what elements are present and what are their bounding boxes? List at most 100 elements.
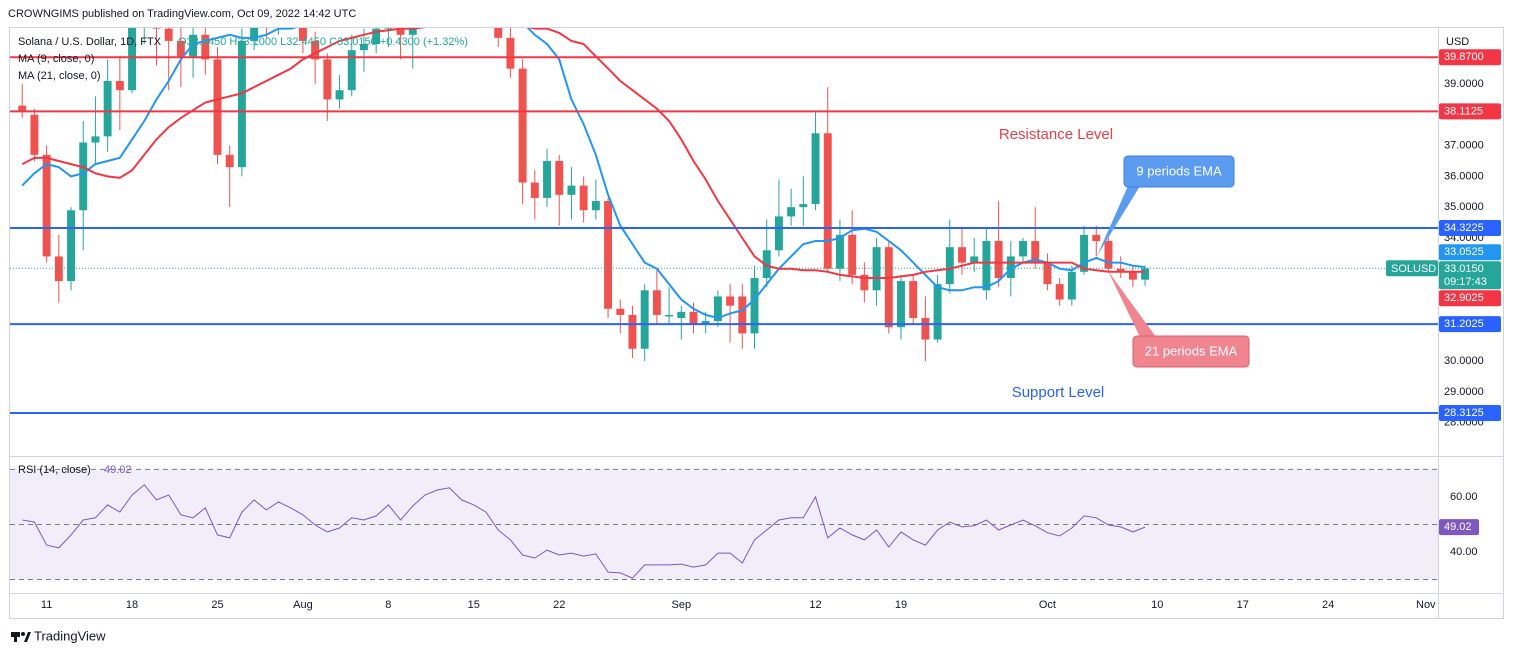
candle-body	[384, 28, 393, 29]
symbol-bg	[1386, 260, 1438, 277]
ma-value-label: 32.9025	[1444, 292, 1484, 304]
symbol-label: SOLUSD	[1391, 263, 1436, 275]
last-price-label: 33.0150	[1444, 263, 1484, 275]
candle-body	[591, 201, 600, 211]
candle-body	[823, 133, 832, 269]
axis-label: USD	[1446, 36, 1469, 48]
level-label-bg	[1439, 220, 1501, 237]
price-pane	[10, 28, 1438, 415]
x-tick-label: 10	[1151, 599, 1163, 611]
candle-body	[945, 247, 954, 285]
candle-body	[30, 114, 39, 155]
candle-body	[640, 290, 649, 349]
candle-body	[103, 80, 112, 137]
candle-body	[152, 28, 161, 29]
candle-body	[909, 281, 918, 319]
rsi-value-bg	[1439, 519, 1479, 536]
x-tick-label: 19	[895, 599, 907, 611]
x-tick-label: 17	[1237, 599, 1249, 611]
candle-body	[811, 133, 820, 205]
callout-box	[1132, 335, 1250, 368]
rsi-line	[22, 484, 1146, 579]
y-tick-label: 40.00	[1450, 546, 1478, 558]
candle-body	[164, 28, 173, 41]
y-tick-label: 36.0000	[1444, 170, 1484, 182]
candle-body	[726, 296, 735, 306]
candle-body	[1031, 241, 1040, 263]
candle-body	[970, 256, 979, 263]
candle-body	[897, 281, 905, 328]
candle-body	[860, 274, 869, 291]
x-tick-label: Aug	[293, 599, 313, 611]
callout-arrow	[1108, 271, 1156, 337]
candle-body	[323, 59, 332, 100]
logo-mark	[21, 632, 25, 636]
candle-body	[677, 311, 686, 319]
candle-body	[1067, 271, 1076, 300]
logo	[11, 632, 31, 642]
ma-value-label-bg	[1439, 244, 1501, 261]
level-label: 34.3225	[1444, 222, 1484, 234]
candle-body	[225, 154, 234, 168]
x-tick-label: 24	[1322, 599, 1334, 611]
candle-body	[689, 311, 698, 325]
candle-body	[506, 37, 515, 69]
candle-body	[701, 321, 710, 325]
candle-body	[347, 50, 356, 91]
logo-mark	[24, 632, 31, 642]
candle-body	[1141, 268, 1150, 280]
candle-body	[1043, 262, 1052, 285]
y-tick-label: 35.0000	[1444, 201, 1484, 213]
callout-text: 21 periods EMA	[1145, 343, 1238, 358]
candle-body	[42, 154, 51, 257]
candle-body	[787, 207, 796, 217]
candle-body	[1116, 268, 1125, 272]
candle-body	[579, 185, 588, 211]
level-label: 28.3125	[1444, 407, 1484, 419]
y-tick-label: 29.0000	[1444, 386, 1484, 398]
rsi-legend: RSI (14, close)	[18, 464, 91, 476]
candle-body	[115, 80, 124, 91]
candle-body	[298, 28, 307, 41]
candle-body	[835, 234, 844, 269]
candle-body	[213, 59, 222, 155]
candle-body	[799, 204, 808, 208]
level-label: 31.2025	[1444, 318, 1484, 330]
level-label-bg	[1439, 103, 1501, 120]
candle-body	[652, 290, 661, 315]
y-tick-label: 39.0000	[1444, 78, 1484, 90]
candle-body	[872, 247, 881, 291]
callout-arrow	[1097, 186, 1140, 256]
level-label: 39.8700	[1444, 51, 1484, 63]
candle-body	[1092, 234, 1101, 242]
candle-body	[530, 182, 539, 198]
candle-body	[1128, 271, 1137, 280]
candle-body	[543, 160, 551, 198]
candle-body	[518, 68, 527, 183]
candle-body	[665, 314, 674, 317]
candle-body	[408, 28, 417, 35]
candle-body	[176, 40, 185, 57]
candle-body	[201, 34, 210, 60]
last-price-bg	[1439, 261, 1501, 290]
candle-body	[91, 136, 100, 143]
candle-body	[921, 318, 930, 340]
rsi-value-label: 49.02	[1444, 521, 1472, 533]
candle-body	[372, 28, 381, 45]
candle-body	[628, 314, 637, 349]
level-label: 38.1125	[1444, 105, 1483, 117]
header: CROWNGIMS published on TradingView.com, …	[8, 8, 356, 20]
candle-body	[237, 40, 246, 168]
x-tick-label: 18	[126, 599, 138, 611]
y-tick-label: 30.0000	[1444, 355, 1484, 367]
candle-body	[128, 28, 137, 91]
ohlc-legend: O32.6450 H33.1000 L32.4450 C33.0150 +0.4…	[178, 36, 468, 48]
x-tick-label: Nov	[1416, 599, 1436, 611]
countdown: 09:17:43	[1444, 276, 1487, 288]
legend-ma21: MA (21, close, 0)	[18, 70, 101, 82]
x-tick-label: 12	[809, 599, 821, 611]
level-label-bg	[1439, 405, 1501, 422]
x-tick-label: 8	[385, 599, 391, 611]
x-tick-label: 25	[211, 599, 223, 611]
